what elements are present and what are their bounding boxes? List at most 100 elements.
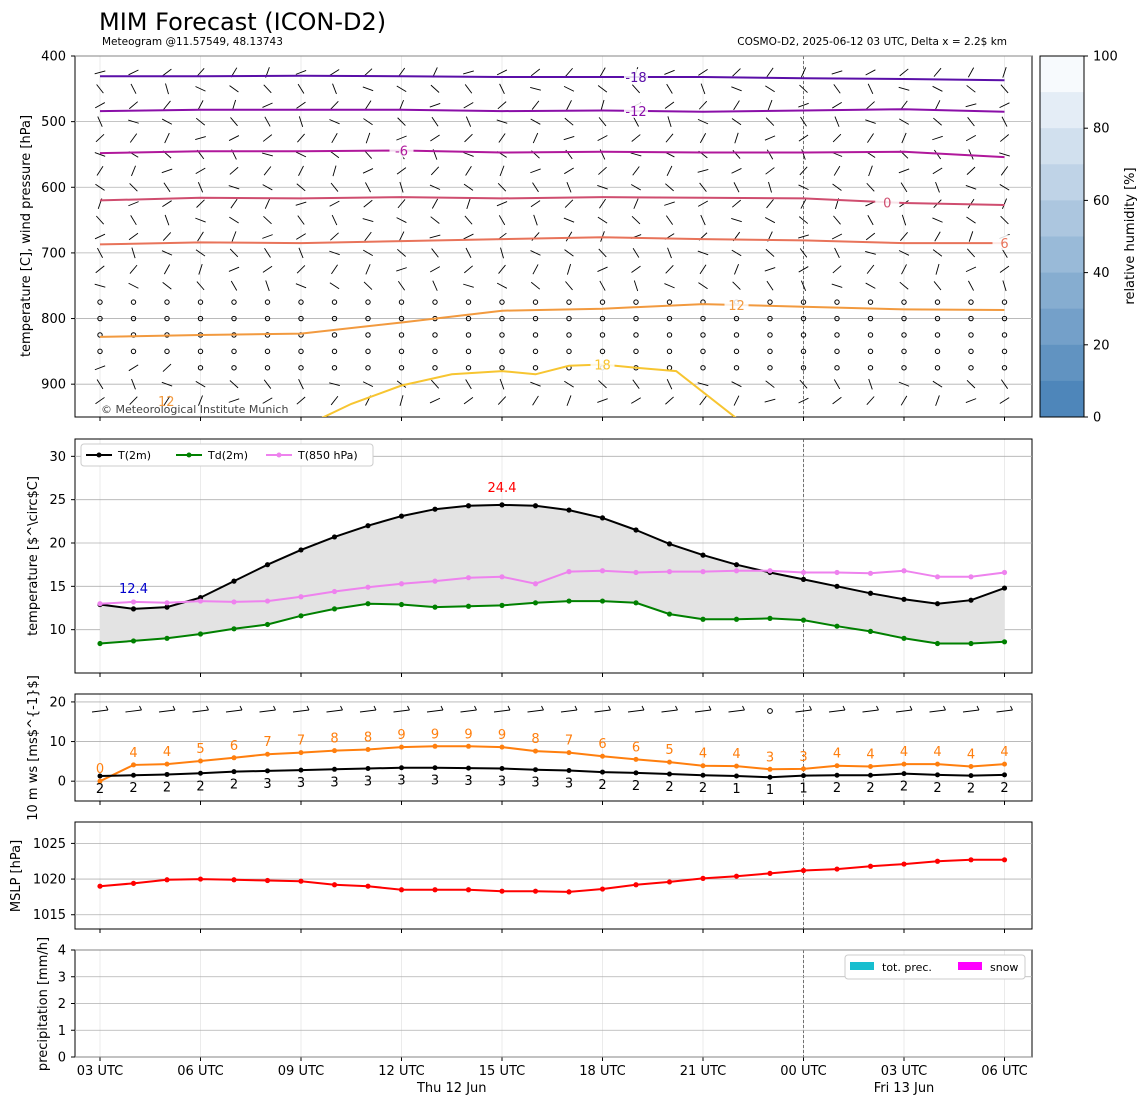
wind-barb — [768, 181, 772, 193]
wind-barb — [599, 280, 606, 291]
mslp-point — [130, 880, 137, 886]
wind-barb — [665, 396, 674, 405]
wind-barb — [598, 380, 607, 389]
x-tick-label: 09 UTC — [278, 1064, 324, 1079]
colorbar-band — [1040, 164, 1084, 201]
mean-wind-point — [700, 772, 706, 778]
gust-point — [734, 763, 739, 769]
mslp-point — [934, 858, 941, 864]
surface-wind-barb — [895, 709, 913, 713]
wind-barb — [96, 166, 104, 176]
wind-barb — [767, 99, 773, 111]
wind-barb — [228, 398, 240, 403]
surface-wind-barb — [694, 709, 712, 713]
mean-wind-point — [466, 765, 471, 771]
calm-wind-marker — [566, 332, 572, 338]
wind-barb — [831, 70, 843, 75]
isotherm-label: -12 — [625, 105, 646, 120]
wind-barb — [733, 100, 740, 111]
mslp-point — [901, 861, 907, 867]
wind-barb — [798, 397, 809, 404]
mean-wind-point — [968, 773, 974, 779]
calm-wind-marker — [867, 348, 874, 355]
calm-wind-marker — [164, 315, 170, 322]
series-t850-point — [264, 598, 271, 604]
chart-subtitle-location: Meteogram @11.57549, 48.13743 — [102, 36, 283, 48]
wind-barb — [665, 133, 674, 143]
wind-barb — [766, 149, 774, 160]
x-tick-label: 06 UTC — [177, 1064, 223, 1079]
isotherm-label-bg — [624, 102, 648, 118]
wind-barb — [499, 165, 505, 177]
calm-wind-marker — [968, 299, 974, 305]
mean-wind-point — [633, 770, 639, 776]
gust-point — [164, 761, 170, 767]
wind-barb — [597, 135, 608, 142]
wind-barb — [932, 135, 943, 141]
wind-barb — [296, 265, 306, 274]
x-tick-label: 12 UTC — [378, 1064, 424, 1079]
wind-barb — [632, 379, 640, 389]
gust-point — [533, 748, 538, 754]
wind-barb — [96, 84, 104, 94]
wind-barb — [164, 132, 170, 144]
gust-point — [198, 758, 203, 764]
y-tick-label: 1015 — [33, 908, 66, 923]
calm-wind-marker — [164, 348, 170, 355]
wind-barb — [598, 117, 607, 127]
calm-wind-marker — [700, 365, 706, 371]
series-td2m — [97, 598, 1008, 647]
max-temperature-label: 24.4 — [488, 481, 517, 496]
wind-barb — [999, 102, 1010, 109]
y-tick-label: 3 — [58, 970, 66, 985]
wind-barb — [631, 265, 641, 273]
panel-temperature-frame — [74, 438, 1033, 674]
series-t2m-point — [599, 515, 606, 521]
mean-wind-point — [432, 765, 438, 771]
wind-barb — [95, 215, 105, 225]
wind-barb — [999, 134, 1010, 142]
mean-wind-point — [198, 770, 203, 776]
series-t2m-point — [867, 590, 874, 596]
wind-barb — [362, 218, 374, 223]
wind-barb — [195, 86, 206, 92]
y-tick-label: 0 — [58, 775, 66, 790]
isotherm-label-bg — [389, 142, 414, 158]
wind-barb — [262, 102, 273, 108]
calm-wind-marker — [834, 315, 840, 322]
calm-wind-marker — [934, 365, 941, 371]
mean-wind-point — [901, 771, 907, 777]
mean-wind-label: 3 — [364, 775, 372, 790]
gust-label: 3 — [799, 750, 807, 765]
wind-barb — [530, 168, 541, 174]
series-td2m-point — [197, 631, 204, 637]
wind-barb — [398, 231, 405, 242]
chart-title: MIM Forecast (ICON-D2) — [99, 8, 386, 36]
surface-wind-barb — [292, 709, 310, 713]
wind-barb — [563, 86, 575, 92]
wind-barb — [898, 86, 910, 91]
wind-barb — [866, 101, 875, 110]
wind-barb — [564, 380, 574, 388]
wind-barb — [94, 283, 106, 288]
wind-barb — [935, 181, 940, 193]
wind-barb — [800, 116, 807, 127]
wind-barb — [731, 199, 742, 208]
legend-box — [80, 443, 374, 467]
series-t2m-point — [164, 604, 170, 610]
wind-barb — [496, 282, 508, 289]
wind-barb — [965, 184, 977, 190]
mean-wind-point — [1002, 772, 1007, 778]
wind-barb — [296, 183, 306, 192]
calm-wind-marker — [130, 348, 137, 355]
wind-barb — [500, 247, 504, 259]
wind-barb — [230, 280, 238, 291]
wind-barb — [530, 381, 541, 387]
wind-barb — [865, 119, 876, 124]
series-t2m-point — [834, 583, 840, 589]
wind-barb — [263, 379, 272, 389]
series-t850-point — [733, 568, 740, 574]
wind-barb — [999, 184, 1010, 191]
wind-barb — [295, 151, 307, 158]
calm-wind-marker — [532, 365, 539, 371]
